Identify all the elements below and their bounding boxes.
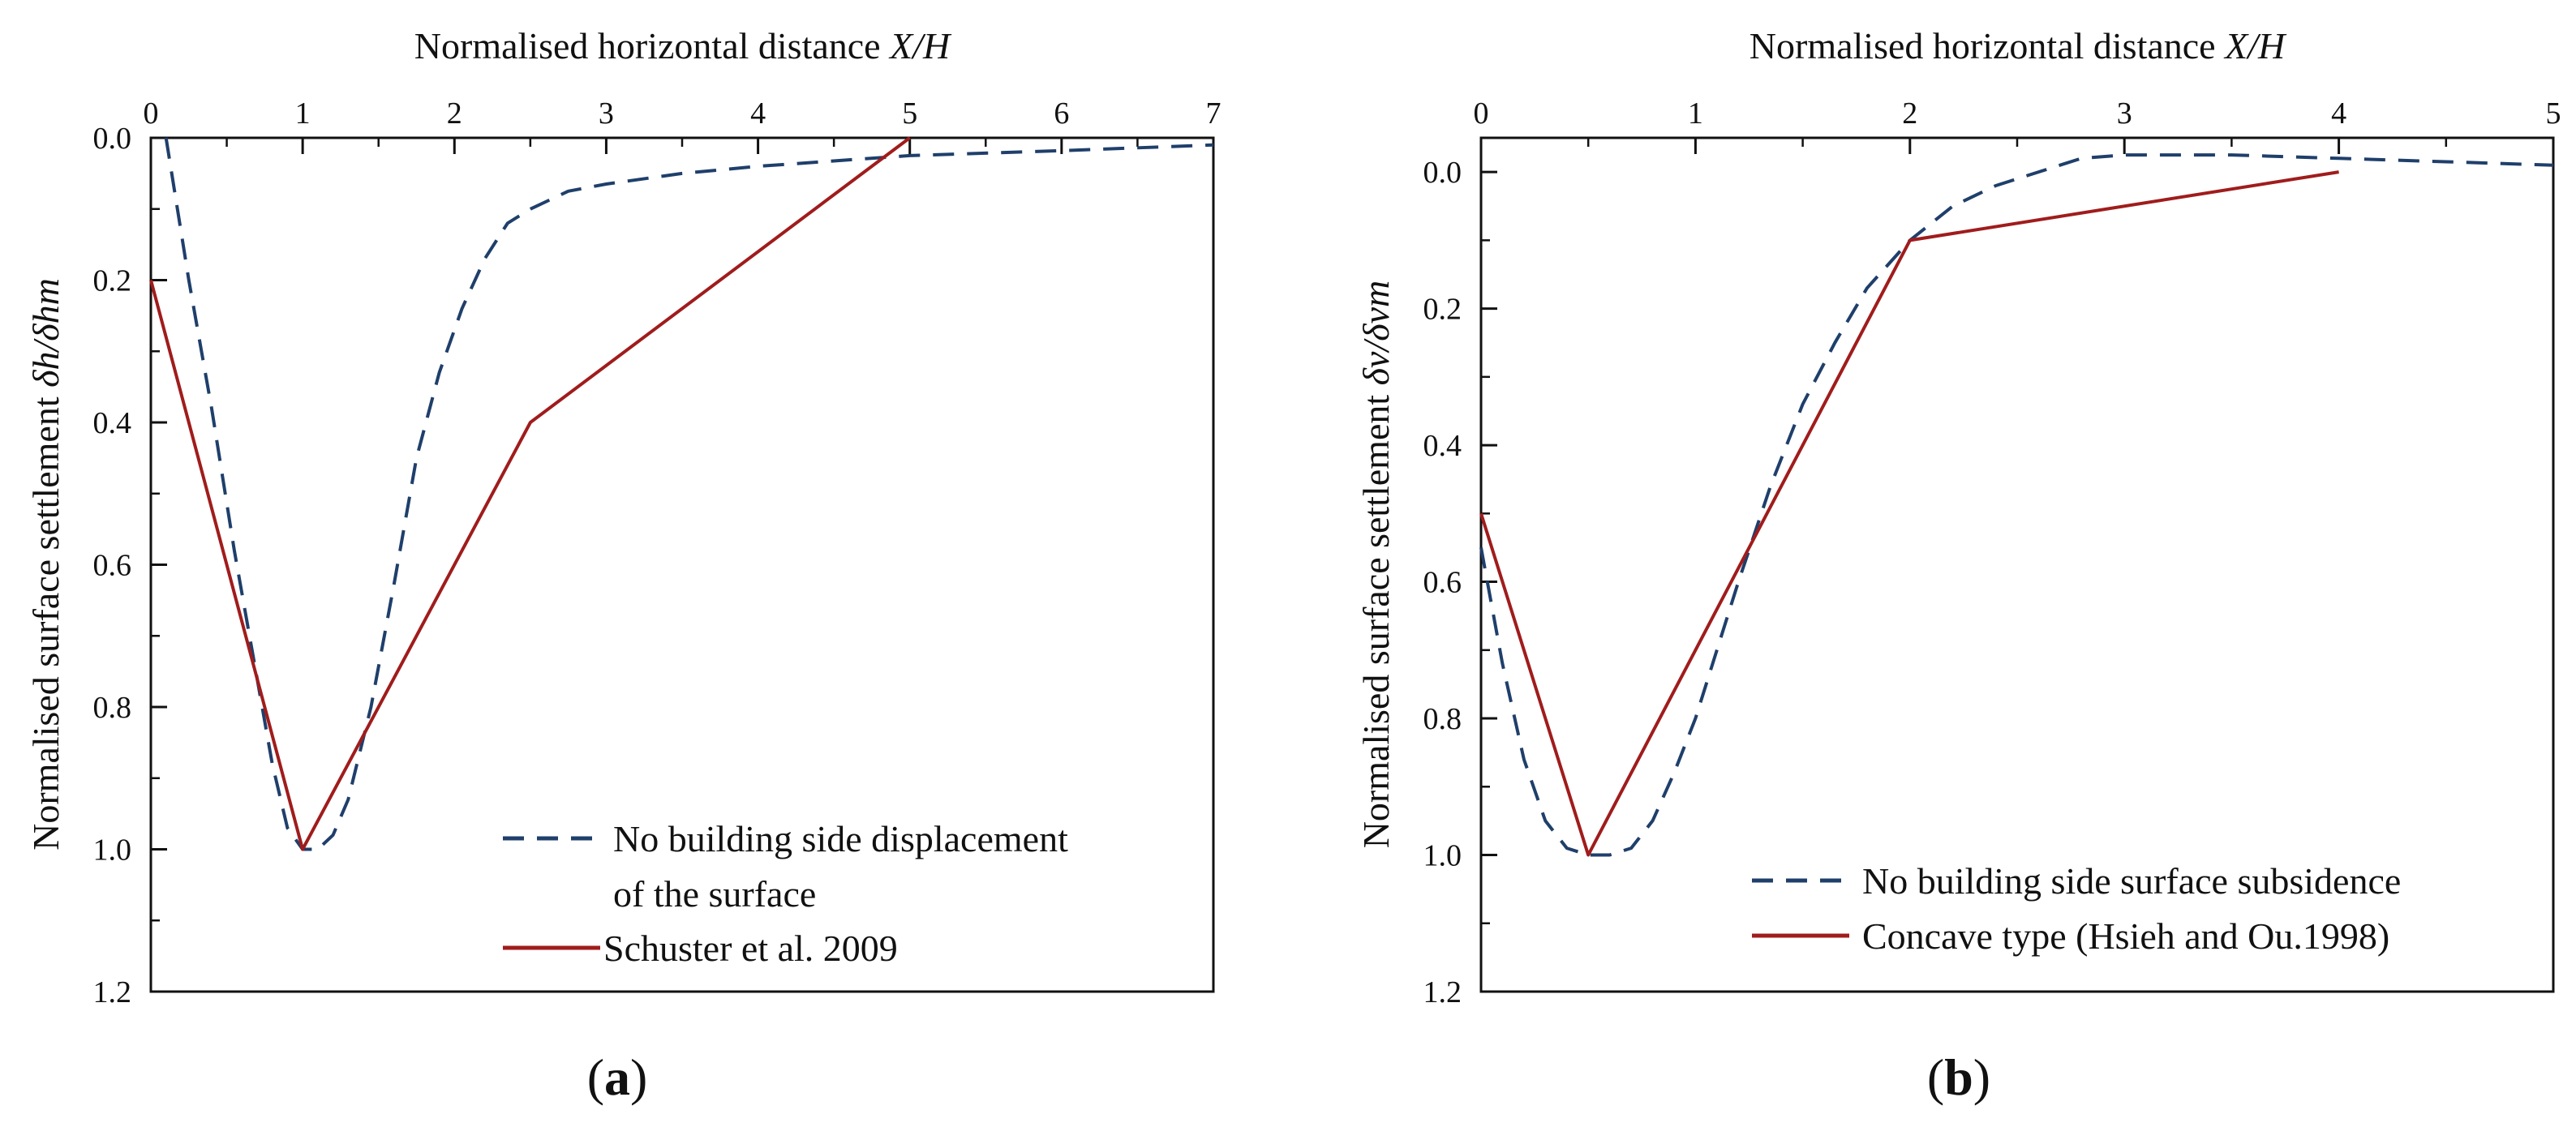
panel-b-label: (b) <box>1927 1048 1990 1106</box>
panel-a-x-axis-title: Normalised horizontal distance X/H <box>414 25 952 66</box>
panel-a-y-tick-label: 0.6 <box>93 549 132 583</box>
panel-a-y-axis-title-text: Normalised surface settlement <box>25 388 67 851</box>
panel-a-x-tick-label: 4 <box>750 96 766 131</box>
panel-a-x-ticks: 0 1 2 3 4 5 6 7 <box>144 96 1221 154</box>
panel-b-y-tick-label: 1.0 <box>1423 839 1462 873</box>
panel-a-chart: 0 1 2 3 4 5 6 7 0.0 0.2 0.4 0.6 0.8 1.0 1.2 Normalise… <box>25 25 1221 1106</box>
panel-b-y-tick-label: 0.8 <box>1423 702 1462 736</box>
panel-b-y-ticks: 0.0 0.2 0.4 0.6 0.8 1.0 1.2 <box>1423 156 1497 1009</box>
panel-b-series-solid-line <box>1479 170 2339 857</box>
panel-a-x-tick-label: 2 <box>447 96 462 131</box>
panel-b-x-tick-label: 1 <box>1688 96 1703 131</box>
panel-b-x-tick-label: 0 <box>1474 96 1489 131</box>
panel-a-legend-label-1b: of the surface <box>613 873 816 915</box>
panel-b-y-tick-label: 0.4 <box>1423 429 1462 463</box>
panel-a-y-ticks: 0.0 0.2 0.4 0.6 0.8 1.0 1.2 <box>93 122 167 1009</box>
panel-a-series-solid-line <box>149 136 911 851</box>
panel-a-x-axis-title-var: X/H <box>888 25 952 66</box>
panel-a-label-letter: a <box>604 1048 630 1106</box>
panel-a-y-tick-label: 1.2 <box>93 975 132 1009</box>
panel-a-y-tick-label: 0.8 <box>93 691 132 725</box>
panel-b-series-dashed-line <box>1479 153 2554 857</box>
panel-b-x-axis-title-text: Normalised horizontal distance <box>1750 25 2225 66</box>
panel-b-series <box>1479 153 2554 857</box>
panel-b-x-tick-label: 4 <box>2331 96 2346 131</box>
panel-a-y-tick-label: 1.0 <box>93 833 132 868</box>
panel-a-y-tick-label: 0.2 <box>93 264 132 298</box>
panel-a-y-tick-label: 0.4 <box>93 406 132 440</box>
panel-a-y-axis-title: Normalised surface settlement δh/δhm <box>25 278 67 851</box>
panel-a-series <box>149 136 1214 851</box>
panel-a-x-tick-label: 0 <box>144 96 159 131</box>
panel-a-x-tick-label: 5 <box>902 96 917 131</box>
panel-b-y-tick-label: 1.2 <box>1423 975 1462 1009</box>
panel-b-y-axis-title: Normalised surface settlement δv/δvm <box>1355 281 1397 849</box>
panel-a-legend: No building side displacement of the sur… <box>503 818 1068 969</box>
panel-a-x-tick-label: 1 <box>295 96 311 131</box>
panel-b-x-ticks: 0 1 2 3 4 5 <box>1474 96 2561 154</box>
panel-b-x-axis-title-var: X/H <box>2223 25 2287 66</box>
panel-b-y-axis-title-text: Normalised surface settlement <box>1355 385 1397 848</box>
panel-b-x-tick-label: 5 <box>2546 96 2561 131</box>
panel-b-legend: No building side surface subsidence Conc… <box>1752 860 2401 957</box>
panel-b-x-tick-label: 2 <box>1902 96 1917 131</box>
panel-b-x-axis-title: Normalised horizontal distance X/H <box>1750 25 2287 66</box>
panel-a-legend-label-2: Schuster et al. 2009 <box>603 928 898 969</box>
panel-a-legend-label-1a: No building side displacement <box>613 818 1068 859</box>
panel-a-x-tick-label: 6 <box>1054 96 1069 131</box>
panel-a-y-tick-label: 0.0 <box>93 122 132 156</box>
panel-a-label: (a) <box>587 1048 648 1106</box>
panel-a-y-axis-title-var: δh/δhm <box>25 278 67 388</box>
panel-a-x-tick-label: 7 <box>1206 96 1221 131</box>
panel-b-y-tick-label: 0.6 <box>1423 566 1462 600</box>
panel-a-x-axis-title-text: Normalised horizontal distance <box>414 25 890 66</box>
panel-a-plot-frame <box>149 136 1215 993</box>
panel-b-legend-label-2: Concave type (Hsieh and Ou.1998) <box>1862 915 2389 957</box>
panel-b-y-tick-label: 0.0 <box>1423 156 1462 190</box>
panel-b-y-tick-label: 0.2 <box>1423 293 1462 327</box>
panel-b-chart: 0 1 2 3 4 5 0.0 0.2 0.4 0.6 0.8 1.0 1.2 Normalised … <box>1355 25 2561 1106</box>
panel-a-x-tick-label: 3 <box>599 96 614 131</box>
panel-b-y-axis-title-var: δv/δvm <box>1355 281 1397 386</box>
panel-a-series-dashed-line <box>164 137 1214 851</box>
panel-b-label-letter: b <box>1944 1048 1973 1106</box>
panel-b-x-tick-label: 3 <box>2117 96 2132 131</box>
panel-b-legend-label-1: No building side surface subsidence <box>1862 860 2401 902</box>
